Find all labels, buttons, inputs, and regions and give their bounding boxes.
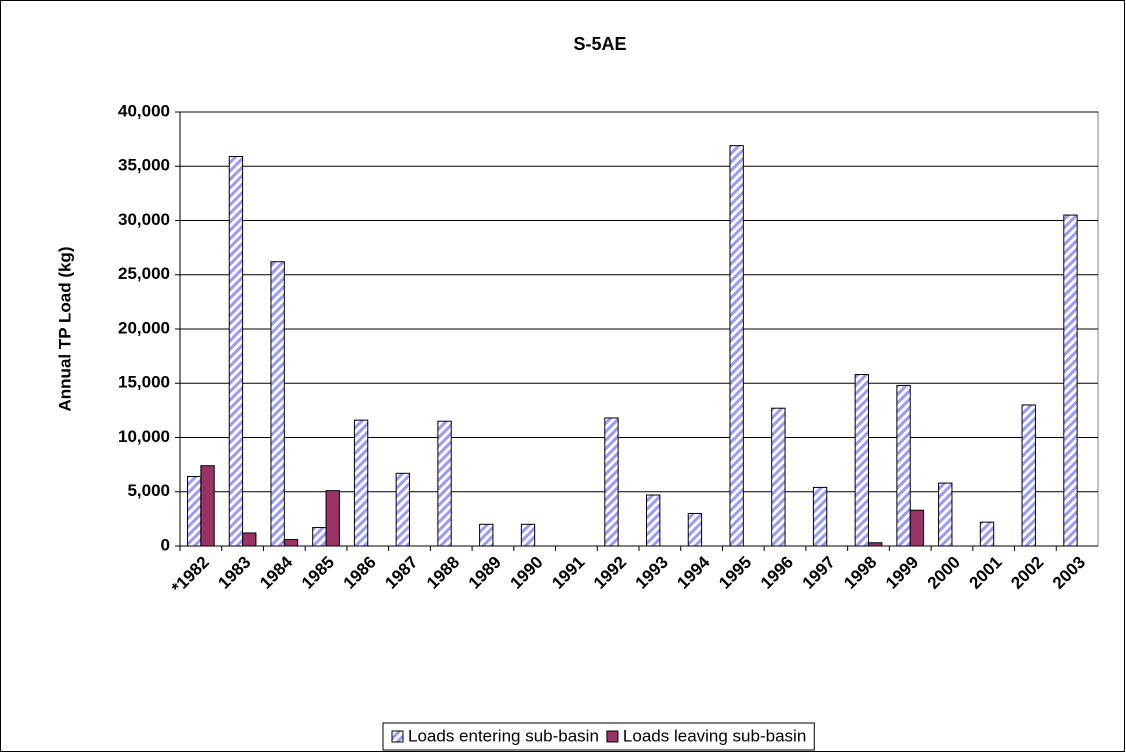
legend-box bbox=[382, 722, 815, 751]
bar bbox=[729, 145, 744, 547]
y-tick-label: 10,000 bbox=[118, 427, 170, 446]
bar bbox=[604, 417, 619, 547]
legend: Loads entering sub-basin Loads leaving su… bbox=[382, 722, 815, 751]
bar bbox=[325, 490, 340, 547]
bar bbox=[270, 261, 285, 547]
y-tick-label: 35,000 bbox=[118, 156, 170, 175]
legend-swatch bbox=[391, 730, 404, 743]
bar bbox=[868, 542, 883, 547]
legend-label: Loads entering sub-basin bbox=[408, 726, 599, 745]
bar bbox=[896, 384, 911, 547]
bar bbox=[771, 407, 786, 547]
bar bbox=[479, 523, 494, 547]
bar bbox=[395, 472, 411, 547]
bar bbox=[242, 532, 257, 547]
bar bbox=[520, 523, 536, 547]
chart-title: S-5AE bbox=[573, 34, 626, 54]
bar bbox=[909, 509, 925, 547]
bar bbox=[353, 419, 369, 547]
bar bbox=[1063, 214, 1078, 547]
bar bbox=[283, 538, 299, 547]
bar bbox=[854, 374, 870, 547]
y-axis-label: Annual TP Load (kg) bbox=[55, 247, 74, 412]
legend-label: Loads leaving sub-basin bbox=[623, 726, 806, 745]
y-tick-label: 40,000 bbox=[118, 101, 170, 120]
y-tick-label: 25,000 bbox=[118, 264, 170, 283]
bar bbox=[646, 494, 661, 547]
bar bbox=[228, 155, 244, 547]
bar bbox=[979, 521, 995, 547]
bar bbox=[437, 420, 452, 547]
bar bbox=[200, 465, 215, 547]
bar bbox=[687, 512, 703, 547]
bar bbox=[1021, 404, 1036, 547]
bar bbox=[312, 527, 327, 547]
bar bbox=[187, 476, 202, 547]
y-tick-label: 30,000 bbox=[118, 210, 170, 229]
bar bbox=[812, 486, 828, 547]
bar bbox=[938, 482, 953, 547]
y-tick-label: 15,000 bbox=[118, 373, 170, 392]
y-tick-label: 20,000 bbox=[118, 318, 170, 337]
y-tick-label: 0 bbox=[161, 535, 170, 554]
legend-swatch bbox=[606, 730, 619, 743]
y-tick-label: 5,000 bbox=[127, 481, 170, 500]
